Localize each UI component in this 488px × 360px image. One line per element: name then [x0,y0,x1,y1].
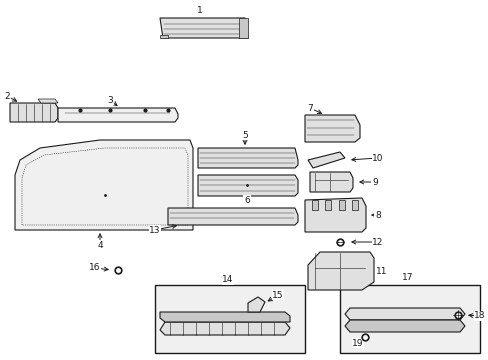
Polygon shape [38,99,58,103]
Text: 4: 4 [97,240,102,249]
Polygon shape [247,297,264,312]
Text: 3: 3 [107,95,113,104]
Polygon shape [168,208,297,225]
Polygon shape [305,198,365,232]
Text: 12: 12 [371,238,383,247]
Polygon shape [305,115,359,142]
Polygon shape [338,200,345,210]
Text: 18: 18 [473,311,485,320]
Polygon shape [160,18,247,38]
Text: 13: 13 [149,225,161,234]
Text: 7: 7 [306,104,312,113]
Polygon shape [10,103,58,122]
Text: 15: 15 [272,291,283,300]
Polygon shape [15,140,193,230]
Text: 1: 1 [197,5,203,14]
Text: 19: 19 [351,338,363,347]
Text: 10: 10 [371,153,383,162]
Text: 16: 16 [89,264,101,273]
Polygon shape [325,200,330,210]
Polygon shape [307,252,373,290]
Polygon shape [351,200,357,210]
Bar [339,285,479,353]
Bar [155,285,305,353]
Text: 11: 11 [375,266,387,275]
Text: 17: 17 [402,274,413,283]
Polygon shape [160,322,289,335]
Polygon shape [309,172,352,192]
Text: 8: 8 [374,211,380,220]
Polygon shape [198,148,297,168]
Polygon shape [311,200,317,210]
Polygon shape [345,320,464,332]
Text: 9: 9 [371,177,377,186]
Polygon shape [345,308,464,320]
Polygon shape [307,152,345,168]
Polygon shape [198,175,297,196]
Text: 6: 6 [244,195,249,204]
Text: 14: 14 [222,275,233,284]
Polygon shape [160,312,289,322]
Text: 5: 5 [242,131,247,140]
Polygon shape [239,18,247,38]
Polygon shape [58,108,178,122]
Text: 2: 2 [4,91,10,100]
Polygon shape [160,35,168,38]
